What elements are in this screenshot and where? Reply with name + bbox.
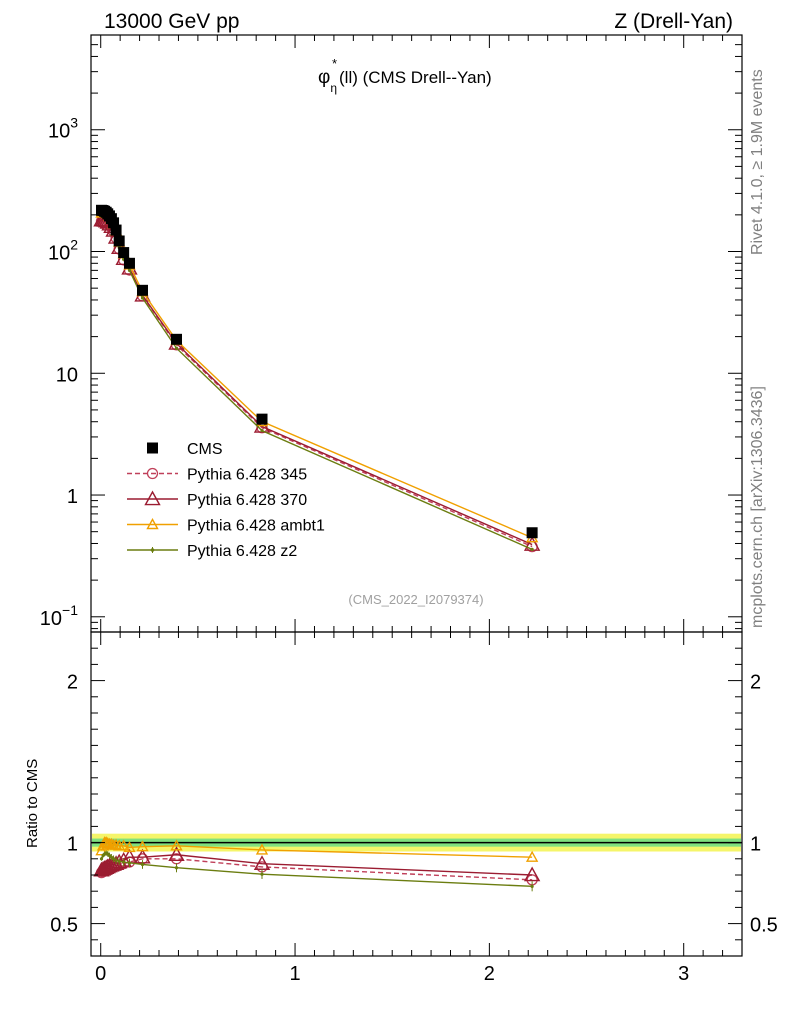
cms-data-point [526, 527, 538, 539]
ratio-series-1-point [253, 855, 271, 870]
main-series-line-0 [101, 220, 533, 548]
main-axis-ticks [91, 34, 742, 632]
ratio-y-tick-label-left: 1 [67, 834, 78, 856]
main-y-tick-label-base: 10 [56, 364, 78, 386]
main-series-3-point [140, 296, 145, 300]
plot-title: φη(ll) (CMS Drell--Yan) [318, 67, 492, 95]
main-series-line-1 [101, 219, 533, 546]
main-series-3-point [127, 268, 132, 272]
legend-marker-0 [146, 467, 159, 480]
ratio-series-2-point [136, 840, 149, 852]
ratio-uncertainty-band [91, 833, 742, 852]
ratio-panel: 0.5 0.5 1 1 2 2 Ratio to CMS [24, 631, 778, 957]
legend-cms-marker [147, 442, 158, 454]
main-series-3-point [260, 429, 264, 433]
rivet-version-label: Rivet 4.1.0, ≥ 1.9M events [749, 69, 766, 255]
main-y-tick-label-exponent: 2 [70, 237, 78, 253]
main-y-tick-label: 102 [48, 237, 78, 265]
ratio-y-axis-label: Ratio to CMS [24, 759, 41, 848]
cms-data-point [171, 333, 183, 345]
main-y-tick-label: 1 [67, 486, 78, 508]
title-text: (ll) (CMS Drell--Yan) [339, 68, 492, 87]
title-eta-subscript: η [330, 81, 337, 95]
ratio-series-line-1 [101, 854, 533, 876]
ratio-series-1-point [103, 856, 120, 872]
main-y-tick-label-exponent: −1 [62, 602, 78, 618]
ratio-series-2-point [109, 838, 123, 850]
ratio-series-1-point [115, 851, 132, 867]
main-y-tick-label-base: 10 [40, 608, 62, 630]
ratio-y-tick-label-left: 0.5 [50, 915, 78, 937]
ratio-series-2-point [117, 839, 130, 851]
ratio-series-1-point [105, 856, 122, 871]
x-tick-label: 3 [678, 963, 689, 985]
ratio-y-tick-labels: 0.5 0.5 1 1 2 2 [50, 672, 778, 937]
main-series-3-point [174, 346, 179, 350]
legend-label-1: Pythia 6.428 370 [187, 492, 307, 509]
legend-label-0: Pythia 6.428 345 [187, 467, 307, 484]
ratio-series-1-point [168, 846, 185, 862]
ratio-series-2-point [170, 839, 183, 851]
main-y-tick-label-exponent: 3 [70, 115, 78, 131]
ratio-frame [90, 631, 743, 957]
main-y-tick-label-base: 10 [48, 121, 70, 143]
x-tick-labels: 0 1 2 3 [95, 963, 689, 985]
mcplots-label: mcplots.cern.ch [arXiv:1306.3436] [749, 386, 766, 628]
ratio-series-2-point [525, 850, 539, 862]
legend-label-2: Pythia 6.428 ambt1 [187, 518, 325, 535]
main-y-tick-label: 10 [56, 364, 78, 386]
main-y-tick-label: 10−1 [40, 602, 78, 630]
cms-data-point [118, 247, 130, 259]
header-left: 13000 GeV pp [104, 10, 239, 33]
ratio-y-tick-label-left: 2 [67, 672, 78, 694]
cms-data-point [136, 284, 148, 296]
header-right: Z (Drell-Yan) [614, 10, 733, 33]
ratio-series-2-point [101, 836, 114, 849]
ratio-series-2-point [255, 843, 269, 855]
ratio-series-1-point [523, 866, 541, 882]
ratio-y-tick-label-right: 0.5 [750, 915, 778, 937]
legend-label-3: Pythia 6.428 z2 [187, 543, 297, 560]
analysis-watermark: (CMS_2022_I2079374) [348, 592, 483, 607]
cms-data-point [113, 235, 125, 247]
main-y-tick-label: 103 [48, 115, 78, 143]
ratio-axis-ticks [91, 632, 742, 956]
cms-data-points [95, 204, 538, 539]
ratio-y-tick-label-right: 1 [750, 834, 761, 856]
x-tick-label: 2 [484, 963, 495, 985]
ratio-series-2-point [123, 841, 136, 853]
legend-marker-1 [144, 490, 161, 506]
title-phi-symbol: φ [318, 67, 330, 88]
title-star-superscript: * [332, 56, 337, 71]
main-series-3-point [530, 547, 534, 551]
cms-data-point [108, 217, 120, 229]
main-y-tick-label-base: 1 [67, 486, 78, 508]
x-tick-label: 1 [289, 963, 300, 985]
main-y-tick-label-base: 10 [48, 243, 70, 265]
ratio-y-tick-label-right: 2 [750, 672, 761, 694]
main-series-group [93, 204, 541, 553]
cms-data-point [110, 224, 122, 236]
main-series-line-2 [101, 210, 533, 539]
cms-data-point [123, 257, 135, 269]
legend-cms-label: CMS [187, 441, 223, 458]
legend: CMS Pythia 6.428 345 Pythia 6.428 370 Pythi… [127, 441, 325, 560]
legend-marker-2 [146, 518, 159, 530]
x-tick-label: 0 [95, 963, 106, 985]
ratio-series-group [93, 836, 541, 892]
cms-data-point [256, 413, 268, 425]
